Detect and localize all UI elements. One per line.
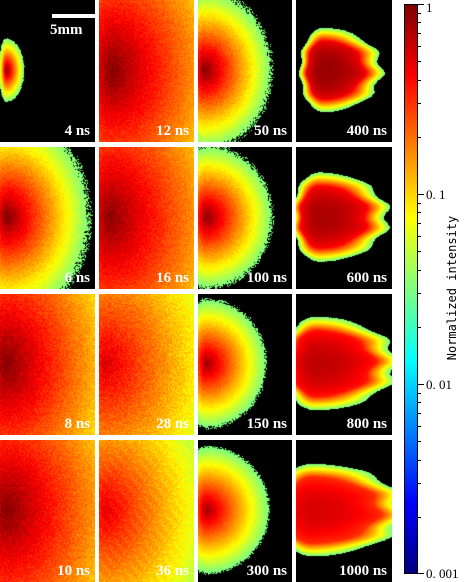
- plume-image: [99, 294, 194, 435]
- colorbar-major-tick: [418, 573, 424, 574]
- colorbar-minor-tick: [418, 61, 421, 63]
- plume-image: [99, 0, 194, 142]
- colorbar-major-tick: [418, 194, 424, 195]
- colorbar-major-tick: [418, 384, 424, 385]
- image-panel: 600 ns: [296, 147, 392, 289]
- image-panel: 4 ns 5mm: [0, 0, 95, 142]
- colorbar-minor-tick: [418, 483, 421, 485]
- image-panel: 10 ns: [0, 440, 95, 582]
- panel-time-label: 1000 ns: [339, 563, 387, 579]
- panel-time-label: 16 ns: [156, 270, 189, 286]
- colorbar-minor-tick: [418, 33, 421, 35]
- panel-time-label: 600 ns: [346, 270, 387, 286]
- image-panel: 28 ns: [99, 294, 194, 435]
- image-panel: 400 ns: [296, 0, 392, 142]
- image-panel: 36 ns: [99, 440, 194, 582]
- plume-image: [296, 440, 392, 582]
- colorbar-minor-tick: [418, 516, 421, 518]
- panel-grid: 4 ns 5mm 12 ns 50 ns 400 ns 6 ns 16 ns 100 ns 60…: [0, 0, 392, 582]
- image-panel: 100 ns: [198, 147, 292, 289]
- image-panel: 16 ns: [99, 147, 194, 289]
- colorbar-minor-tick: [418, 459, 421, 461]
- plume-image: [198, 147, 292, 289]
- plume-image: [198, 0, 292, 142]
- colorbar-minor-tick: [418, 441, 421, 443]
- colorbar-minor-tick: [418, 236, 421, 238]
- colorbar-minor-tick: [418, 269, 421, 271]
- panel-time-label: 300 ns: [246, 563, 287, 579]
- scale-bar: [52, 14, 95, 18]
- colorbar-minor-tick: [418, 46, 421, 48]
- colorbar-minor-tick: [418, 103, 421, 105]
- colorbar-tick-label: 0. 1: [426, 187, 446, 202]
- plume-image: [296, 294, 392, 435]
- colorbar-minor-tick: [418, 326, 421, 328]
- panel-time-label: 4 ns: [64, 123, 90, 139]
- colorbar-minor-tick: [418, 223, 421, 225]
- colorbar-minor-tick: [418, 202, 421, 204]
- plume-image: [198, 294, 292, 435]
- colorbar-tick-label: 0. 001: [426, 566, 459, 581]
- image-panel: 1000 ns: [296, 440, 392, 582]
- colorbar-tick-label: 1: [426, 0, 433, 15]
- colorbar-minor-tick: [418, 426, 421, 428]
- image-panel: 6 ns: [0, 147, 95, 289]
- plume-image: [296, 0, 392, 142]
- panel-time-label: 6 ns: [64, 270, 90, 286]
- plume-image: [99, 440, 194, 582]
- colorbar-minor-tick: [418, 293, 421, 295]
- colorbar-title: Normalized intensity: [445, 215, 459, 361]
- colorbar-minor-tick: [418, 22, 421, 24]
- plume-image: [0, 440, 95, 582]
- colorbar-minor-tick: [418, 79, 421, 81]
- colorbar-minor-tick: [418, 413, 421, 415]
- colorbar-minor-tick: [418, 402, 421, 404]
- panel-time-label: 28 ns: [156, 416, 189, 432]
- image-panel: 8 ns: [0, 294, 95, 435]
- panel-time-label: 800 ns: [346, 416, 387, 432]
- colorbar-tick-label: 0. 01: [426, 377, 452, 392]
- panel-time-label: 10 ns: [57, 563, 90, 579]
- panel-time-label: 36 ns: [156, 563, 189, 579]
- panel-time-label: 12 ns: [156, 123, 189, 139]
- panel-time-label: 100 ns: [246, 270, 287, 286]
- image-panel: 800 ns: [296, 294, 392, 435]
- colorbar: [404, 4, 418, 574]
- panel-time-label: 400 ns: [346, 123, 387, 139]
- image-panel: 12 ns: [99, 0, 194, 142]
- plume-image: [0, 0, 95, 142]
- image-panel: 50 ns: [198, 0, 292, 142]
- plume-image: [296, 147, 392, 289]
- plume-image: [0, 294, 95, 435]
- image-panel: 150 ns: [198, 294, 292, 435]
- colorbar-major-tick: [418, 4, 424, 5]
- colorbar-minor-tick: [418, 12, 421, 14]
- colorbar-minor-tick: [418, 251, 421, 253]
- image-panel: 300 ns: [198, 440, 292, 582]
- plume-image: [0, 147, 95, 289]
- plume-image: [99, 147, 194, 289]
- panel-time-label: 150 ns: [246, 416, 287, 432]
- panel-time-label: 8 ns: [64, 416, 90, 432]
- colorbar-minor-tick: [418, 136, 421, 138]
- colorbar-minor-tick: [418, 392, 421, 394]
- colorbar-minor-tick: [418, 212, 421, 214]
- plume-image: [198, 440, 292, 582]
- panel-time-label: 50 ns: [254, 123, 287, 139]
- scale-bar-label: 5mm: [50, 22, 83, 38]
